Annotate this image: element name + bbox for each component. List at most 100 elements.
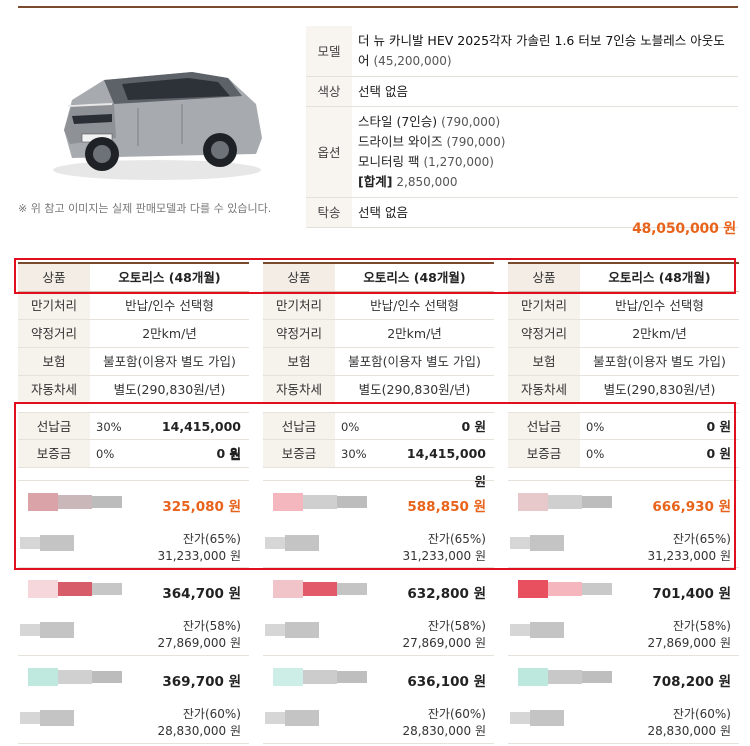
product-label: 상품 bbox=[263, 264, 335, 291]
monthly-payment: 636,100 원 bbox=[407, 674, 486, 690]
monthly-payment: 666,930 원 bbox=[652, 499, 731, 515]
residual-amount: 27,869,000 원 bbox=[402, 636, 486, 650]
term-label: 자동차세 bbox=[263, 376, 335, 403]
residual-value: 잔가(60%) 28,830,000 원 bbox=[157, 706, 241, 740]
residual-amount: 31,233,000 원 bbox=[402, 549, 486, 563]
option-total: [합계] 2,850,000 bbox=[358, 174, 458, 189]
prepay-row: 선납금 0% 0 원 bbox=[263, 412, 494, 440]
residual-label: 잔가(65%) bbox=[427, 532, 486, 546]
term-row: 자동차세 별도(290,830원/년) bbox=[508, 376, 739, 404]
term-row: 보험 불포함(이용자 별도 가입) bbox=[263, 348, 494, 376]
lease-offer[interactable]: 666,930 원 잔가(65%) 31,233,000 원 bbox=[508, 480, 739, 568]
spec-label-model: 모델 bbox=[306, 26, 352, 77]
residual-value: 잔가(60%) 28,830,000 원 bbox=[647, 706, 731, 740]
product-label: 상품 bbox=[508, 264, 580, 291]
lease-offer[interactable]: 701,400 원 잔가(58%) 27,869,000 원 bbox=[508, 568, 739, 656]
lease-offer[interactable]: 369,700 원 잔가(60%) 28,830,000 원 bbox=[18, 656, 249, 744]
model-price: (45,200,000) bbox=[373, 54, 452, 68]
spec-row-consign: 탁송 선택 없음 bbox=[306, 197, 738, 228]
monthly-payment: 369,700 원 bbox=[162, 674, 241, 690]
residual-label: 잔가(60%) bbox=[427, 707, 486, 721]
lease-offer[interactable]: 364,700 원 잔가(58%) 27,869,000 원 bbox=[18, 568, 249, 656]
spec-label-color: 색상 bbox=[306, 76, 352, 107]
term-row: 약정거리 2만km/년 bbox=[263, 320, 494, 348]
option-item: 모니터링 팩 (1,270,000) bbox=[358, 154, 494, 169]
residual-amount: 27,869,000 원 bbox=[157, 636, 241, 650]
top-divider bbox=[18, 6, 738, 8]
residual-label: 잔가(60%) bbox=[182, 707, 241, 721]
prepay-label: 선납금 bbox=[18, 413, 90, 439]
residual-value: 잔가(65%) 31,233,000 원 bbox=[157, 531, 241, 565]
term-value: 반납/인수 선택형 bbox=[370, 298, 459, 313]
blurred-lender-logo bbox=[28, 580, 122, 598]
term-label: 만기처리 bbox=[263, 292, 335, 319]
blurred-lender-name bbox=[20, 622, 74, 638]
model-name: 더 뉴 카니발 HEV 2025각자 가솔린 1.6 터보 7인승 노블레스 아… bbox=[358, 33, 725, 68]
monthly-payment: 632,800 원 bbox=[407, 586, 486, 602]
term-row: 만기처리 반납/인수 선택형 bbox=[263, 292, 494, 320]
prepay-percent: 0% bbox=[341, 420, 360, 434]
lease-offer[interactable]: 588,850 원 잔가(65%) 31,233,000 원 bbox=[263, 480, 494, 568]
blurred-lender-logo bbox=[28, 668, 122, 686]
deposit-row: 보증금 0% 0 원 bbox=[508, 440, 739, 468]
deposit-label: 보증금 bbox=[18, 440, 90, 467]
deposit-amount: 14,415,000 원 bbox=[406, 446, 486, 489]
blurred-lender-name bbox=[510, 622, 564, 638]
deposit-row: 보증금 30% 14,415,000 원 bbox=[263, 440, 494, 489]
product-row: 상품 오토리스 (48개월) bbox=[263, 262, 494, 292]
product-value: 오토리스 (48개월) bbox=[608, 270, 711, 285]
lease-offer[interactable]: 636,100 원 잔가(60%) 28,830,000 원 bbox=[263, 656, 494, 744]
prepay-percent: 30% bbox=[96, 420, 122, 434]
residual-value: 잔가(58%) 27,869,000 원 bbox=[647, 618, 731, 652]
blurred-lender-logo bbox=[273, 493, 367, 511]
lease-offer[interactable]: 325,080 원 잔가(65%) 31,233,000 원 bbox=[18, 480, 249, 568]
product-row: 상품 오토리스 (48개월) bbox=[508, 262, 739, 292]
blurred-lender-name bbox=[510, 710, 564, 726]
term-value: 2만km/년 bbox=[632, 326, 687, 341]
prepay-label: 선납금 bbox=[508, 413, 580, 439]
residual-value: 잔가(60%) 28,830,000 원 bbox=[402, 706, 486, 740]
term-value: 반납/인수 선택형 bbox=[615, 298, 704, 313]
lease-offer[interactable]: 632,800 원 잔가(58%) 27,869,000 원 bbox=[263, 568, 494, 656]
term-row: 만기처리 반납/인수 선택형 bbox=[508, 292, 739, 320]
spec-row-model: 모델 더 뉴 카니발 HEV 2025각자 가솔린 1.6 터보 7인승 노블레… bbox=[306, 26, 738, 77]
term-label: 만기처리 bbox=[18, 292, 90, 319]
spec-label-consign: 탁송 bbox=[306, 197, 352, 228]
term-value: 2만km/년 bbox=[387, 326, 442, 341]
residual-amount: 28,830,000 원 bbox=[402, 724, 486, 738]
term-value: 별도(290,830원/년) bbox=[358, 382, 471, 397]
residual-value: 잔가(65%) 31,233,000 원 bbox=[402, 531, 486, 565]
grand-total-price: 48,050,000 원 bbox=[632, 221, 736, 237]
monthly-payment: 708,200 원 bbox=[652, 674, 731, 690]
term-label: 약정거리 bbox=[508, 320, 580, 347]
residual-label: 잔가(58%) bbox=[672, 619, 731, 633]
term-row: 자동차세 별도(290,830원/년) bbox=[263, 376, 494, 404]
spec-row-color: 색상 선택 없음 bbox=[306, 76, 738, 107]
deposit-amount: 0 원 bbox=[216, 446, 241, 461]
term-row: 만기처리 반납/인수 선택형 bbox=[18, 292, 249, 320]
deposit-percent: 30% bbox=[341, 447, 367, 461]
term-value: 별도(290,830원/년) bbox=[603, 382, 716, 397]
prepay-percent: 0% bbox=[586, 420, 605, 434]
blurred-lender-logo bbox=[518, 580, 612, 598]
car-image bbox=[53, 72, 262, 180]
deposit-label: 보증금 bbox=[508, 440, 580, 467]
blurred-lender-logo bbox=[518, 668, 612, 686]
residual-label: 잔가(58%) bbox=[182, 619, 241, 633]
blurred-lender-name bbox=[20, 710, 74, 726]
quote-column: 상품 오토리스 (48개월) 만기처리 반납/인수 선택형 약정거리 2만km/… bbox=[18, 262, 249, 744]
deposit-row: 보증금 0% 0 원 bbox=[18, 440, 249, 468]
color-value: 선택 없음 bbox=[352, 76, 738, 107]
term-label: 자동차세 bbox=[18, 376, 90, 403]
prepay-label: 선납금 bbox=[263, 413, 335, 439]
term-label: 보험 bbox=[263, 348, 335, 375]
term-value: 불포함(이용자 별도 가입) bbox=[348, 354, 481, 369]
residual-label: 잔가(60%) bbox=[672, 707, 731, 721]
residual-label: 잔가(65%) bbox=[182, 532, 241, 546]
term-row: 자동차세 별도(290,830원/년) bbox=[18, 376, 249, 404]
lease-offer[interactable]: 708,200 원 잔가(60%) 28,830,000 원 bbox=[508, 656, 739, 744]
term-value: 불포함(이용자 별도 가입) bbox=[103, 354, 236, 369]
term-label: 보험 bbox=[18, 348, 90, 375]
blurred-lender-logo bbox=[273, 668, 367, 686]
residual-label: 잔가(58%) bbox=[427, 619, 486, 633]
